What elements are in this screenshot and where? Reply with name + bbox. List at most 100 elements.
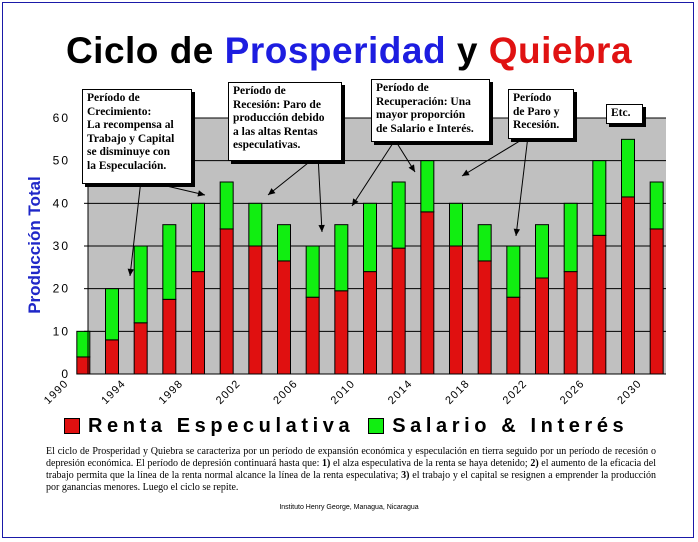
annotation-arrow [351, 139, 396, 207]
bar-renta [305, 296, 320, 375]
bar-salario [535, 224, 549, 279]
bar-renta [391, 247, 406, 375]
y-tick-label: 20 [53, 282, 70, 296]
y-tick-label: 30 [53, 239, 70, 253]
x-tick-label: 2030 [615, 378, 644, 407]
annotation-arrowhead [127, 268, 134, 276]
note-line: Período de [376, 82, 429, 94]
bar-salario [277, 224, 291, 262]
annotation-arrowhead [197, 190, 205, 197]
y-tick-label: 60 [53, 111, 70, 125]
y-tick-label: 50 [53, 154, 70, 168]
y-axis-label: Producción Total [25, 176, 44, 314]
x-tick-label: 2022 [501, 378, 530, 407]
note-line: Crecimiento: [87, 105, 152, 118]
note-line: la Especulación. [87, 159, 167, 172]
bar-renta [105, 339, 119, 375]
bar-renta [191, 271, 205, 375]
legend-label-salario: Salario & Interés [392, 414, 629, 437]
legend-label-renta: Renta Especulativa [88, 414, 355, 437]
bar-salario [76, 330, 91, 358]
description-text: El ciclo de Prosperidad y Quiebra se car… [46, 446, 656, 494]
desc-number: 1) [321, 458, 331, 469]
note-line: especulativas. [233, 139, 301, 151]
credit-line: Instituto Henry George, Managua, Nicarag… [279, 504, 419, 511]
bar-renta [277, 260, 291, 375]
y-tick-labels: 0 10 20 30 40 50 60 [53, 111, 70, 381]
bar-renta [649, 228, 664, 375]
legend: Renta Especulativa Salario & Interés [64, 414, 628, 438]
annotation-arrowhead [462, 169, 470, 176]
note-line: Recesión. [513, 119, 560, 131]
y-tick-label: 0 [61, 367, 70, 381]
bar-renta [248, 245, 263, 375]
bar-salario [133, 245, 148, 324]
x-tick-label: 1994 [99, 378, 128, 407]
bar-salario [506, 245, 521, 298]
bar-renta [219, 228, 234, 375]
bar-salario [592, 160, 607, 236]
note-line: producción debido [233, 112, 325, 124]
title-part2: Prosperidad [224, 30, 447, 71]
title-part1: Ciclo de [65, 30, 225, 71]
bar-renta [162, 298, 177, 375]
bar-renta [334, 290, 349, 375]
bar-salario [105, 288, 119, 341]
annotation-arrow [515, 135, 529, 237]
title-part3: y [446, 30, 489, 71]
annotation-arrowhead [408, 164, 415, 172]
x-tick-label: 2006 [271, 378, 300, 407]
x-tick-label: 2026 [558, 378, 587, 407]
x-tick-label: 2018 [443, 378, 472, 407]
annotation-recesion: Período de Recesión: Paro de producción … [228, 82, 342, 161]
annotation-arrow [267, 154, 319, 196]
desc-part: el alza especulativa de la renta se haya… [330, 458, 531, 469]
annotation-paro-recesion: Período de Paro y Recesión. [508, 89, 574, 139]
bar-renta [363, 271, 377, 375]
note-line: Etc. [611, 107, 631, 119]
bars [76, 138, 664, 375]
bar-salario [334, 224, 349, 292]
bar-salario [219, 181, 234, 230]
bar-renta [449, 245, 463, 375]
bar-renta [477, 260, 492, 375]
note-line: Recesión: Paro de [233, 98, 321, 111]
bar-salario [363, 202, 377, 273]
note-line: Período de [87, 92, 140, 104]
note-line: Recuperación: Una [376, 95, 471, 108]
annotation-arrow [129, 179, 142, 277]
annotation-recuperacion: Período de Recuperación: Una mayor propo… [371, 79, 490, 142]
x-tick-label: 1998 [157, 378, 186, 407]
bar-salario [162, 224, 177, 300]
annotation-arrowhead [513, 228, 521, 236]
bar-renta [592, 234, 607, 375]
desc-number: 2) [530, 458, 539, 469]
bar-renta [420, 211, 435, 375]
x-tick-label: 2002 [214, 378, 243, 407]
y-tick-label: 40 [53, 196, 70, 210]
desc-part: el aumento de la eficacia del trabajo pe… [46, 458, 656, 481]
legend-swatch-renta [64, 418, 80, 434]
page-title: Ciclo de Prosperidad y Quiebra [0, 30, 698, 72]
annotation-crecimiento: Período de Crecimiento: La recompensa al… [82, 89, 192, 184]
note-line: Período [513, 92, 552, 104]
annotation-arrowhead [268, 188, 276, 195]
bar-salario [305, 245, 320, 298]
x-tick-label: 2010 [329, 378, 358, 407]
bar-renta [563, 271, 578, 375]
note-line: a las altas Rentas [233, 125, 318, 138]
note-line: de Salario e Interés. [376, 122, 474, 135]
note-line: Período de [233, 85, 286, 97]
note-line: de Paro y [513, 105, 560, 118]
legend-swatch-salario [368, 418, 385, 434]
bar-renta [535, 277, 549, 375]
note-line: La recompensa al [87, 119, 174, 131]
title-part4: Quiebra [488, 30, 633, 71]
x-tick-labels: 1990 1994 1998 2002 2006 2010 2014 2018 2022 2026… [42, 378, 645, 407]
bar-salario [563, 202, 578, 273]
bar-salario [449, 202, 463, 247]
bar-renta [621, 196, 635, 375]
y-tick-label: 10 [53, 324, 70, 338]
x-tick-label: 2014 [386, 378, 415, 407]
